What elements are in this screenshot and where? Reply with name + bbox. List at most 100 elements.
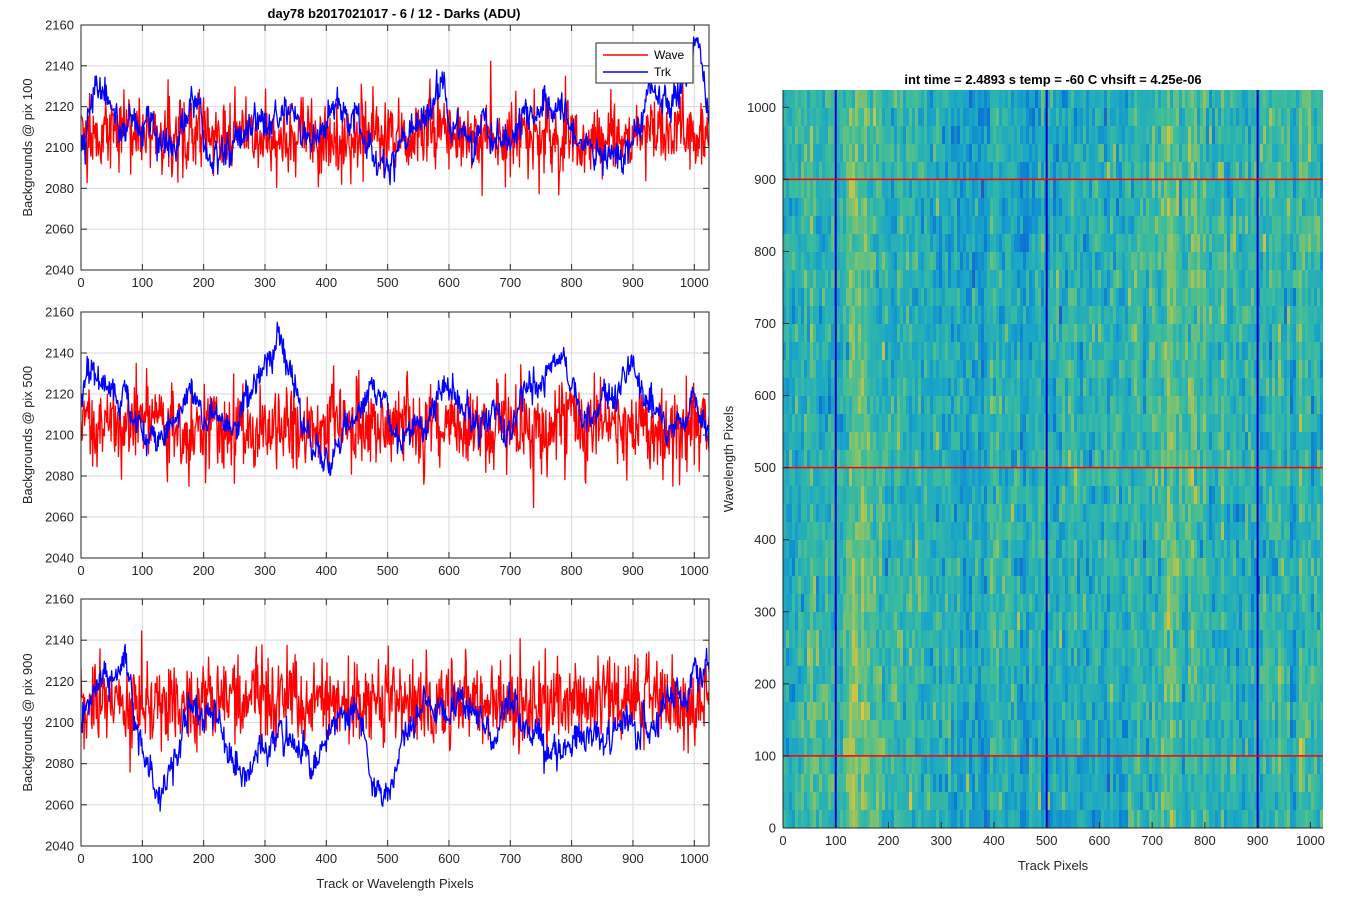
x-tick-label: 100	[131, 563, 153, 578]
series-line-wave	[81, 630, 709, 773]
y-tick-label: 2060	[45, 797, 74, 812]
heatmap-x-tick-label: 1000	[1296, 833, 1325, 848]
y-tick-label: 2140	[45, 633, 74, 648]
y-tick-label: 2140	[45, 58, 74, 73]
heatmap-x-tick-label: 500	[1036, 833, 1058, 848]
heatmap-y-tick-label: 1000	[747, 100, 776, 115]
x-tick-label: 500	[377, 563, 399, 578]
plot-pix-500: 0 100 200 300 400 500 600 700 800 900 1000 2040 2060…	[20, 305, 710, 578]
y-axis-label: Backgrounds @ pix 900	[20, 653, 35, 791]
legend-entry-wave: Wave	[654, 48, 685, 62]
y-tick-label: 2120	[45, 99, 74, 114]
heatmap-y-tick-label: 900	[754, 172, 776, 187]
heatmap-x-tick-label: 800	[1194, 833, 1216, 848]
y-tick-label: 2160	[45, 305, 74, 320]
x-tick-label: 200	[193, 851, 215, 866]
x-tick-label: 500	[377, 275, 399, 290]
heatmap-image	[783, 90, 1323, 828]
x-tick-label: 300	[254, 275, 276, 290]
series-line-trk	[81, 643, 709, 812]
heatmap-marker-lines	[783, 90, 1323, 828]
heatmap-y-tick-label: 600	[754, 388, 776, 403]
heatmap-y-label: Wavelength Pixels	[721, 405, 736, 512]
x-tick-label: 1000	[680, 851, 709, 866]
heatmap-y-tick-label: 700	[754, 316, 776, 331]
heatmap-x-tick-label: 300	[930, 833, 952, 848]
x-tick-label: 600	[438, 275, 460, 290]
y-axis-label: Backgrounds @ pix 100	[20, 78, 35, 216]
heatmap-x-tick-label: 100	[825, 833, 847, 848]
y-tick-label: 2040	[45, 839, 74, 854]
y-tick-label: 2060	[45, 510, 74, 525]
x-tick-label: 300	[254, 851, 276, 866]
x-tick-label: 1000	[680, 563, 709, 578]
heatmap-y-tick-label: 500	[754, 460, 776, 475]
x-tick-label: 100	[131, 275, 153, 290]
heatmap-y-tick-label: 800	[754, 244, 776, 259]
y-tick-label: 2100	[45, 428, 74, 443]
y-tick-label: 2080	[45, 469, 74, 484]
x-tick-label: 100	[131, 851, 153, 866]
x-tick-label: 0	[77, 851, 84, 866]
heatmap-x-tick-label: 400	[983, 833, 1005, 848]
x-tick-label: 900	[622, 563, 644, 578]
x-axis-label: Track or Wavelength Pixels	[316, 876, 474, 891]
legend-entry-trk: Trk	[654, 65, 672, 79]
x-tick-label: 200	[193, 275, 215, 290]
x-tick-label: 800	[561, 563, 583, 578]
y-tick-label: 2160	[45, 18, 74, 33]
x-tick-label: 500	[377, 851, 399, 866]
heatmap-x-tick-label: 600	[1089, 833, 1111, 848]
heatmap-x-tick-label: 700	[1141, 833, 1163, 848]
x-tick-label: 700	[499, 563, 521, 578]
y-tick-label: 2040	[45, 551, 74, 566]
y-axis-label: Backgrounds @ pix 500	[20, 366, 35, 504]
x-tick-label: 900	[622, 275, 644, 290]
series-line-trk	[81, 36, 709, 186]
x-tick-label: 800	[561, 851, 583, 866]
heatmap-title: int time = 2.4893 s temp = -60 C vhsift …	[904, 72, 1201, 87]
y-tick-label: 2080	[45, 181, 74, 196]
heatmap-x-label: Track Pixels	[1018, 858, 1089, 873]
x-tick-label: 600	[438, 851, 460, 866]
x-tick-label: 0	[77, 275, 84, 290]
x-tick-label: 1000	[680, 275, 709, 290]
heatmap-x-tick-label: 200	[878, 833, 900, 848]
plot-pix-100: 0 100 200 300 400 500 600 700 800 900 1000 2040 2060…	[20, 18, 710, 290]
series-line-wave	[81, 60, 709, 196]
y-tick-label: 2040	[45, 263, 74, 278]
y-tick-label: 2120	[45, 674, 74, 689]
heatmap-x-tick-label: 0	[779, 833, 786, 848]
x-tick-label: 400	[315, 275, 337, 290]
heatmap-y-tick-label: 400	[754, 532, 776, 547]
x-tick-label: 700	[499, 851, 521, 866]
x-tick-label: 600	[438, 563, 460, 578]
y-tick-label: 2060	[45, 222, 74, 237]
plot-pix-900: 0 100 200 300 400 500 600 700 800 900 1000 2040 2060…	[20, 592, 710, 891]
x-tick-label: 300	[254, 563, 276, 578]
x-tick-label: 700	[499, 275, 521, 290]
y-tick-label: 2100	[45, 140, 74, 155]
heatmap-x-tick-label: 900	[1247, 833, 1269, 848]
x-tick-label: 400	[315, 851, 337, 866]
heatmap-y-tick-label: 100	[754, 748, 776, 763]
y-tick-label: 2140	[45, 346, 74, 361]
x-tick-label: 0	[77, 563, 84, 578]
x-tick-label: 400	[315, 563, 337, 578]
heatmap-y-tick-label: 200	[754, 676, 776, 691]
y-tick-label: 2120	[45, 387, 74, 402]
x-tick-label: 900	[622, 851, 644, 866]
heatmap-y-tick-label: 0	[769, 821, 776, 836]
series-line-trk	[81, 321, 709, 477]
legend: Wave Trk	[595, 42, 694, 84]
x-tick-label: 800	[561, 275, 583, 290]
heatmap-axes: 0 100 200 300 400 500 600 700 800 900 1000 0 100 200 3…	[747, 90, 1325, 848]
x-tick-label: 200	[193, 563, 215, 578]
y-tick-label: 2100	[45, 715, 74, 730]
figure-title: day78 b2017021017 - 6 / 12 - Darks (ADU)	[268, 6, 521, 21]
heatmap-panel: 0 100 200 300 400 500 600 700 800 900 1000 0 100 200 3…	[721, 72, 1325, 873]
heatmap-y-tick-label: 300	[754, 604, 776, 619]
y-tick-label: 2080	[45, 756, 74, 771]
y-tick-label: 2160	[45, 592, 74, 607]
